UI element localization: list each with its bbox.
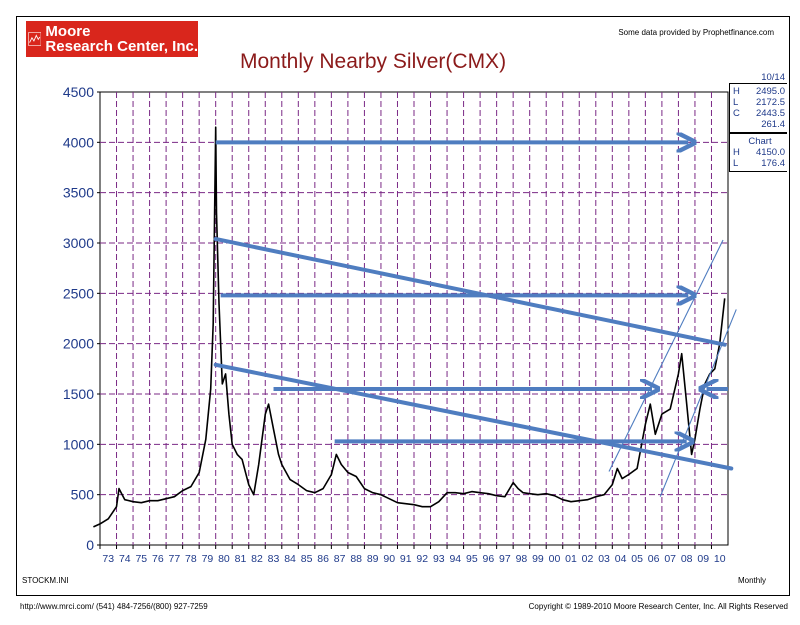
logo-line-1: Moore [45, 23, 91, 40]
x-tick-label: 97 [499, 553, 511, 565]
row-key: H [733, 86, 740, 97]
x-tick-label: 02 [582, 553, 594, 565]
data-provider-note: Some data provided by Prophetfinance.com [618, 28, 774, 37]
x-tick-label: 94 [449, 553, 461, 565]
chart-range-label: Chart [748, 136, 772, 147]
x-tick-label: 74 [119, 553, 131, 565]
x-tick-label: 93 [433, 553, 445, 565]
y-tick-label: 2500 [63, 285, 94, 301]
y-tick-label: 1000 [63, 436, 94, 452]
channel-line [659, 309, 737, 497]
x-tick-label: 05 [631, 553, 643, 565]
row-value: 2495.0 [755, 86, 785, 97]
company-logo: Moore Research Center, Inc. [26, 21, 198, 57]
row-key: L [733, 158, 739, 169]
x-tick-label: 07 [664, 553, 676, 565]
row-value: 261.4 [761, 119, 785, 130]
x-tick-label: 10 [714, 553, 726, 565]
price-series-line [93, 126, 726, 528]
x-tick-label: 98 [516, 553, 528, 565]
x-tick-label: 99 [532, 553, 544, 565]
row-value: 176.4 [761, 158, 785, 169]
summary-date: 10/14 [761, 72, 785, 83]
y-tick-label: 4000 [63, 134, 94, 150]
y-tick-label: 3500 [63, 185, 94, 201]
range-row: H 4150.0 [733, 147, 787, 158]
x-tick-label: 85 [301, 553, 313, 565]
x-tick-label: 75 [135, 553, 147, 565]
y-tick-label: 1500 [63, 386, 94, 402]
x-tick-label: 09 [697, 553, 709, 565]
chart-range-box: Chart H 4150.0 L 176.4 [729, 133, 787, 172]
x-tick-label: 04 [615, 553, 627, 565]
row-key [733, 119, 743, 130]
x-tick-label: 80 [218, 553, 230, 565]
x-tick-label: 78 [185, 553, 197, 565]
x-tick-label: 96 [483, 553, 495, 565]
recent-values-box: H 2495.0 L 2172.5 C 2443.5 261.4 [729, 83, 787, 133]
logo-chart-icon [28, 32, 42, 46]
x-tick-label: 92 [416, 553, 428, 565]
range-row: L 176.4 [733, 158, 787, 169]
price-summary-panel: 10/14 H 2495.0 L 2172.5 C 2443.5 261.4 Char… [729, 72, 787, 172]
y-tick-label: 500 [71, 487, 95, 503]
x-tick-label: 77 [169, 553, 181, 565]
trend-line [213, 362, 734, 471]
y-tick-label: 4500 [63, 84, 94, 100]
x-tick-label: 01 [565, 553, 577, 565]
y-tick-label: 3000 [63, 235, 94, 251]
row-value: 2443.5 [755, 108, 785, 119]
x-tick-label: 87 [334, 553, 346, 565]
x-tick-label: 89 [367, 553, 379, 565]
y-tick-label: 0 [86, 537, 94, 553]
x-tick-label: 91 [400, 553, 412, 565]
recent-row: C 2443.5 [733, 108, 787, 119]
trend-line [213, 236, 727, 347]
row-key: C [733, 108, 740, 119]
row-value: 2172.5 [755, 97, 785, 108]
periodicity-label: Monthly [737, 576, 766, 585]
recent-row: H 2495.0 [733, 86, 787, 97]
recent-row: 261.4 [733, 119, 787, 130]
x-tick-label: 82 [251, 553, 263, 565]
x-tick-label: 95 [466, 553, 478, 565]
row-value: 4150.0 [755, 147, 785, 158]
x-tick-label: 00 [549, 553, 561, 565]
recent-row: L 2172.5 [733, 97, 787, 108]
x-tick-label: 84 [284, 553, 296, 565]
copyright-note: Copyright © 1989-2010 Moore Research Cen… [528, 602, 788, 611]
x-tick-label: 90 [383, 553, 395, 565]
x-tick-label: 06 [648, 553, 660, 565]
x-tick-label: 86 [317, 553, 329, 565]
channel-line [608, 239, 724, 472]
x-tick-label: 73 [102, 553, 114, 565]
y-tick-label: 2000 [63, 336, 94, 352]
logo-line-2: Research Center, Inc. [45, 38, 198, 55]
data-file-label: STOCKM.INI [22, 576, 69, 585]
x-tick-label: 79 [202, 553, 214, 565]
x-tick-label: 81 [235, 553, 247, 565]
x-tick-label: 03 [598, 553, 610, 565]
x-tick-label: 88 [350, 553, 362, 565]
contact-info: http://www.mrci.com/ (541) 484-7256/(800… [20, 602, 208, 611]
x-tick-label: 76 [152, 553, 164, 565]
x-tick-label: 83 [268, 553, 280, 565]
row-key: H [733, 147, 740, 158]
x-tick-label: 08 [681, 553, 693, 565]
row-key: L [733, 97, 739, 108]
chart-title: Monthly Nearby Silver(CMX) [240, 50, 507, 73]
